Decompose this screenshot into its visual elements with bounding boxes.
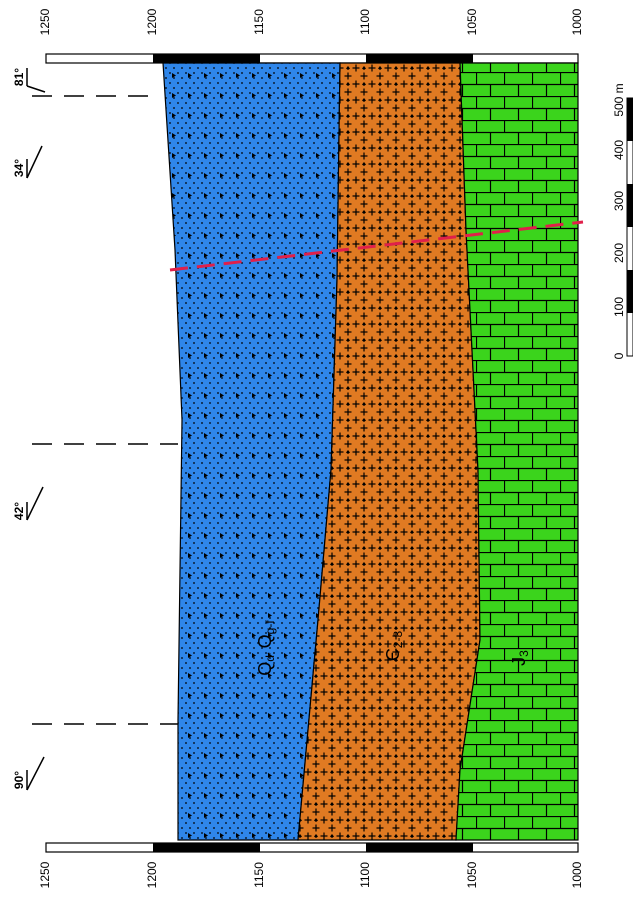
bottom-tick-label: 1150 <box>252 862 266 888</box>
unit-symbol: J <box>509 657 529 666</box>
bottom-tick-label: 1250 <box>38 861 52 888</box>
top-tick-label: 1200 <box>145 8 159 35</box>
bottom-tick-label: 1100 <box>358 862 372 888</box>
dip-symbol: 34° <box>12 145 43 179</box>
dip-symbol: 42° <box>12 486 44 521</box>
scale-tick-label: 300 <box>612 191 626 211</box>
unit-label-cambrian: Є2-3 <box>383 631 405 662</box>
dip-label: 90° <box>12 771 26 789</box>
bottom-tick-label: 1050 <box>465 861 479 888</box>
unit-subscript: g-f <box>263 620 277 635</box>
scale-tick-label: 0 <box>612 352 626 359</box>
scale-tick-label: 400 <box>612 140 626 160</box>
scale-tick-label: 200 <box>612 243 626 263</box>
unit-label-quaternary: Qd, Qg-f <box>255 620 277 676</box>
fault-line <box>169 220 584 272</box>
top-elevation-labels: 1250 1200 1150 1100 1050 1000 <box>38 8 584 35</box>
boundary-markers <box>32 95 178 725</box>
scale-bar: 0 100 200 300 400 500 m <box>612 83 633 359</box>
top-tick-label: 1000 <box>570 8 584 35</box>
dip-symbols: 81° 34° 42° 90° <box>12 68 46 791</box>
unit-symbol: Є <box>383 648 403 661</box>
bottom-elevation-bar <box>45 842 579 853</box>
scale-tick-label: 100 <box>612 297 626 317</box>
dip-label: 34° <box>12 159 26 177</box>
top-tick-label: 1250 <box>38 8 52 35</box>
top-elevation-bar <box>45 53 579 64</box>
unit-subscript: d <box>263 655 277 662</box>
unit-subscript: 3 <box>517 650 531 657</box>
bottom-elevation-labels: 1250 1200 1150 1100 1050 1000 <box>38 861 584 888</box>
scale-tick-label: 500 m <box>612 83 626 116</box>
bottom-tick-label: 1200 <box>145 861 159 888</box>
svg-text:J3: J3 <box>509 650 531 666</box>
top-tick-label: 1100 <box>358 9 372 35</box>
dip-symbol: 81° <box>12 68 46 93</box>
top-tick-label: 1150 <box>252 9 266 35</box>
dip-label: 42° <box>12 502 26 520</box>
jurassic-unit <box>455 62 579 841</box>
dip-symbol: 90° <box>12 756 45 791</box>
unit-label-jurassic: J3 <box>509 650 531 666</box>
unit-symbol: Q <box>255 634 275 648</box>
bottom-tick-label: 1000 <box>570 861 584 888</box>
svg-text:Qd, Qg-f: Qd, Qg-f <box>255 620 277 676</box>
svg-text:Є2-3: Є2-3 <box>383 631 405 662</box>
unit-symbol: Q <box>255 662 275 676</box>
unit-subscript: 2-3 <box>391 631 405 649</box>
dip-label: 81° <box>12 68 26 86</box>
top-tick-label: 1050 <box>465 8 479 35</box>
